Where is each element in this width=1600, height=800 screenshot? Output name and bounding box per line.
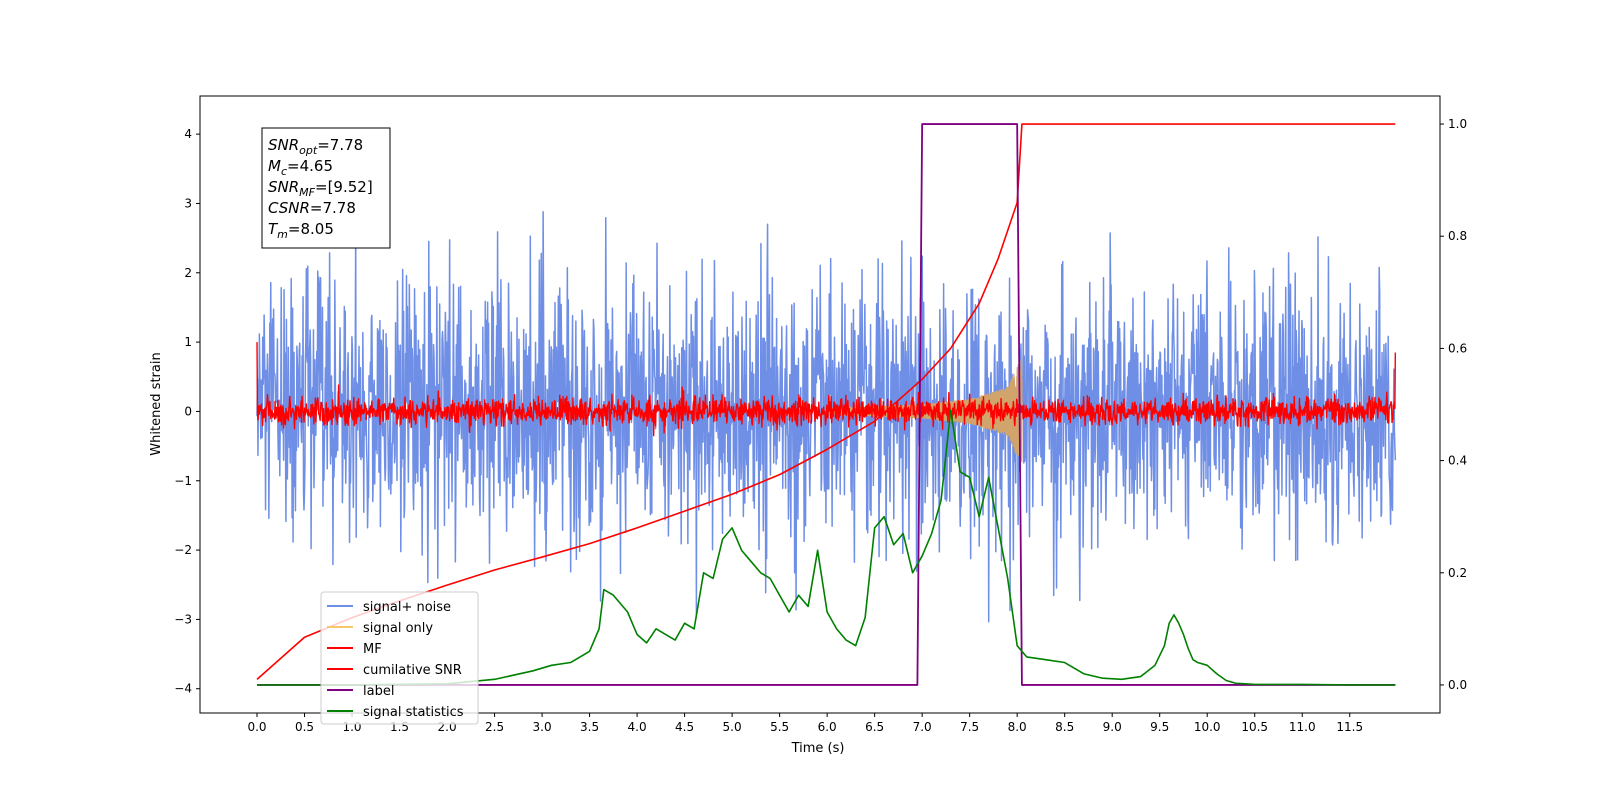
y-tick-label: 4 [184, 127, 192, 141]
x-tick-label: 5.5 [770, 720, 789, 734]
legend-label: label [363, 684, 394, 699]
x-tick-label: 7.0 [913, 720, 932, 734]
series-label [257, 123, 1396, 686]
y-tick-label: −2 [174, 543, 192, 557]
x-tick-label: 6.0 [818, 720, 837, 734]
x-tick-label: 5.0 [723, 720, 742, 734]
x-tick-label: 4.5 [675, 720, 694, 734]
info-line: CSNR=7.78 [268, 199, 356, 217]
legend-box [320, 591, 479, 725]
y-tick-label: −1 [174, 474, 192, 488]
x-tick-label: 8.5 [1055, 720, 1074, 734]
legend-label: signal statistics [363, 705, 464, 720]
y-tick-label: 1 [184, 335, 192, 349]
x-tick-label: 3.5 [580, 720, 599, 734]
x-tick-label: 7.5 [960, 720, 979, 734]
y-tick-label: −4 [174, 682, 192, 696]
series-mf [256, 342, 1397, 437]
info-line: SNRMF=[9.52] [268, 178, 373, 199]
y2-tick-label: 0.8 [1448, 229, 1467, 243]
y2-tick-label: 0.6 [1448, 341, 1467, 355]
x-tick-label: 10.0 [1194, 720, 1221, 734]
info-line: Mc=4.65 [268, 157, 333, 178]
x-tick-label: 3.0 [533, 720, 552, 734]
y-tick-label: 2 [184, 266, 192, 280]
x-tick-label: 8.0 [1008, 720, 1027, 734]
legend-label: signal+ noise [363, 600, 451, 615]
series-signal-statistics [257, 409, 1396, 686]
series-signal-plus-noise [256, 210, 1397, 623]
x-tick-label: 9.5 [1150, 720, 1169, 734]
legend-label: MF [363, 642, 382, 657]
x-tick-label: 9.0 [1103, 720, 1122, 734]
legend: signal+ noise signal only MF cumilative SNR… [320, 591, 479, 725]
y-tick-label: −3 [174, 612, 192, 626]
legend-label: signal only [363, 621, 433, 636]
x-axis-label: Time (s) [791, 741, 845, 756]
x-tick-label: 6.5 [865, 720, 884, 734]
x-tick-label: 0.0 [247, 720, 266, 734]
y-tick-label: 0 [184, 404, 192, 418]
info-box-frame [261, 127, 391, 249]
y-tick-label: 3 [184, 196, 192, 210]
x-tick-label: 10.5 [1241, 720, 1268, 734]
axes-frame [199, 95, 1441, 714]
x-tick-label: 0.5 [295, 720, 314, 734]
legend-label: cumilative SNR [363, 663, 462, 678]
y2-tick-label: 0.2 [1448, 566, 1467, 580]
info-line: Tm=8.05 [268, 220, 334, 241]
y2-tick-label: 0.4 [1448, 454, 1467, 468]
info-line: SNRopt=7.78 [268, 136, 363, 157]
x-tick-label: 11.0 [1289, 720, 1316, 734]
y2-tick-label: 0.0 [1448, 678, 1467, 692]
x-tick-label: 4.0 [628, 720, 647, 734]
x-tick-label: 11.5 [1336, 720, 1363, 734]
y2-tick-label: 1.0 [1448, 117, 1467, 131]
y-axis-label: Whitened strain [149, 352, 164, 455]
x-tick-label: 2.5 [485, 720, 504, 734]
